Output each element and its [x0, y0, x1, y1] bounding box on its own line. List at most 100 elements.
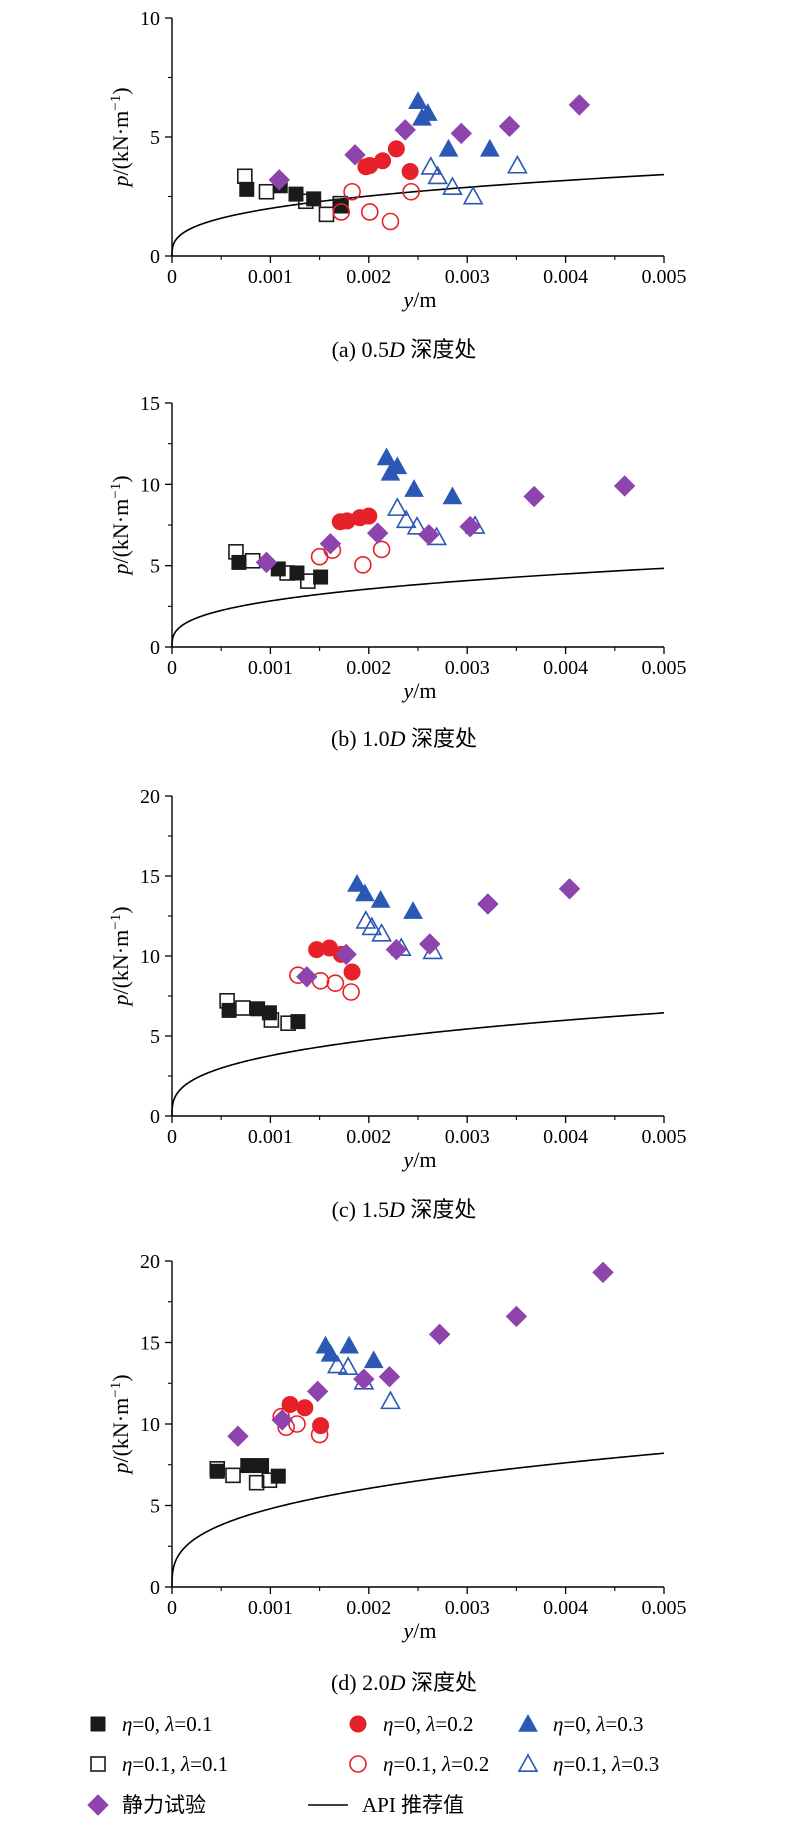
panel-caption: (a) 0.5D 深度处	[332, 337, 477, 362]
data-point-triangle-open	[507, 154, 528, 174]
data-point-square-filled	[254, 1458, 270, 1474]
x-axis-label: y/m	[402, 287, 437, 312]
data-point-diamond-filled	[477, 893, 499, 915]
data-point-diamond-filled	[255, 551, 278, 574]
legend-marker-diamond-filled	[87, 1794, 109, 1816]
chart-panel-1: 0 5 10 0 0.001 0.002 0.003 0.004 0.005 y/m p/(kN·m…	[108, 8, 687, 362]
chart-panel-2: 0 5 10 15 0 0.001 0.002 0.003 0.004 0.005 y/m p/(kN…	[108, 393, 687, 751]
legend-item: η=0, λ=0.2	[349, 1712, 473, 1736]
y-axis-label: p/(kN·m−1)	[108, 1374, 133, 1475]
legend-item: 静力试验	[87, 1793, 206, 1817]
data-point-square-open	[263, 1012, 280, 1028]
data-point-square-open	[209, 1461, 226, 1477]
legend-label: 静力试验	[122, 1793, 206, 1817]
data-point-diamond-filled	[505, 1305, 528, 1328]
data-point-diamond-filled	[419, 933, 441, 955]
data-point-diamond-filled	[418, 524, 440, 546]
data-point-triangle-filled	[479, 138, 500, 157]
x-tick-label: 0.002	[346, 266, 391, 288]
legend-label: η=0.1, λ=0.1	[122, 1752, 228, 1776]
legend-label: η=0.1, λ=0.3	[553, 1752, 659, 1776]
chart-panel-4: 0 5 10 15 20 0 0.001 0.002 0.003 0.004 0.005 y/m p/(…	[108, 1251, 687, 1695]
x-tick-label: 0.001	[248, 266, 293, 288]
data-point-triangle-filled	[417, 103, 438, 121]
chart-panel-3: 0 5 10 15 20 0 0.001 0.002 0.003 0.004 0.005 y/m p/(…	[108, 786, 687, 1222]
x-tick-label: 0.003	[445, 1597, 490, 1619]
data-point-triangle-filled	[320, 1343, 341, 1362]
panel-caption: (b) 1.0D 深度处	[331, 726, 477, 751]
data-point-circle-open	[343, 182, 361, 201]
data-point-square-filled	[289, 565, 305, 581]
legend-item: η=0.1, λ=0.2	[349, 1752, 489, 1776]
data-point-circle-open	[332, 203, 351, 221]
data-point-triangle-open	[395, 509, 417, 529]
data-point-square-open	[279, 565, 295, 581]
data-point-circle-open	[402, 182, 420, 201]
data-point-diamond-filled	[428, 1323, 451, 1346]
y-tick-label: 5	[150, 1496, 160, 1518]
x-tick-label: 0.003	[445, 266, 490, 288]
data-point-square-open	[258, 183, 275, 200]
api-curve	[171, 567, 665, 647]
data-point-diamond-filled	[558, 878, 581, 900]
data-point-square-open	[261, 1472, 278, 1489]
data-point-diamond-filled	[450, 122, 473, 145]
data-point-diamond-filled	[459, 515, 481, 538]
y-tick-label: 10	[140, 474, 160, 496]
data-point-square-open	[299, 573, 316, 589]
legend-item: η=0.1, λ=0.3	[517, 1752, 659, 1776]
data-point-triangle-filled	[387, 456, 408, 475]
legend-label: η=0, λ=0.1	[122, 1712, 212, 1736]
legend-label: η=0, λ=0.2	[383, 1712, 473, 1736]
data-point-triangle-open	[442, 176, 463, 195]
data-point-circle-open	[342, 983, 360, 1001]
x-tick-label: 0.005	[642, 657, 687, 679]
x-tick-label: 0	[167, 1597, 177, 1619]
data-point-diamond-filled	[385, 938, 408, 961]
x-tick-label: 0	[167, 1126, 177, 1148]
data-point-triangle-open	[406, 515, 428, 535]
legend-item: η=0, λ=0.1	[90, 1712, 212, 1736]
legend-marker-square-filled	[90, 1716, 106, 1732]
data-point-triangle-filled	[363, 1350, 384, 1369]
data-point-diamond-filled	[613, 475, 636, 497]
api-curve	[171, 1012, 665, 1116]
x-tick-label: 0.001	[248, 1126, 293, 1148]
data-point-triangle-filled	[438, 138, 459, 157]
data-point-triangle-filled	[442, 486, 463, 505]
data-point-circle-open	[326, 974, 345, 993]
y-tick-label: 20	[140, 786, 160, 808]
y-tick-label: 20	[140, 1251, 160, 1273]
data-point-triangle-filled	[370, 889, 391, 908]
y-tick-label: 0	[150, 637, 160, 659]
x-tick-label: 0.005	[642, 1597, 687, 1619]
data-point-diamond-filled	[353, 1368, 375, 1390]
x-tick-label: 0.004	[543, 266, 588, 288]
y-tick-label: 10	[140, 1414, 160, 1436]
data-point-square-filled	[231, 554, 247, 570]
data-point-diamond-filled	[268, 169, 290, 191]
data-point-triangle-filled	[403, 901, 423, 919]
data-point-circle-filled	[312, 1417, 330, 1435]
x-tick-label: 0.002	[346, 1597, 391, 1619]
legend-label: API 推荐值	[362, 1793, 464, 1817]
api-curve	[171, 173, 665, 256]
data-point-triangle-open	[371, 922, 392, 942]
legend-item: η=0, λ=0.3	[518, 1712, 643, 1736]
legend-marker-square-open	[90, 1756, 106, 1772]
data-point-diamond-filled	[498, 115, 521, 137]
y-tick-label: 10	[140, 946, 160, 968]
y-tick-label: 15	[140, 1333, 160, 1355]
data-point-circle-open	[354, 556, 372, 574]
x-axis-label: y/m	[402, 1618, 437, 1643]
data-point-triangle-open	[386, 497, 408, 516]
data-point-diamond-filled	[335, 943, 357, 966]
legend-label: η=0.1, λ=0.2	[383, 1752, 489, 1776]
data-point-circle-open	[381, 212, 400, 231]
x-tick-label: 0.004	[543, 1597, 588, 1619]
data-point-diamond-filled	[568, 94, 591, 116]
legend-marker-triangle-open	[517, 1753, 539, 1772]
data-point-circle-open	[360, 203, 379, 221]
data-point-triangle-open	[427, 165, 449, 185]
